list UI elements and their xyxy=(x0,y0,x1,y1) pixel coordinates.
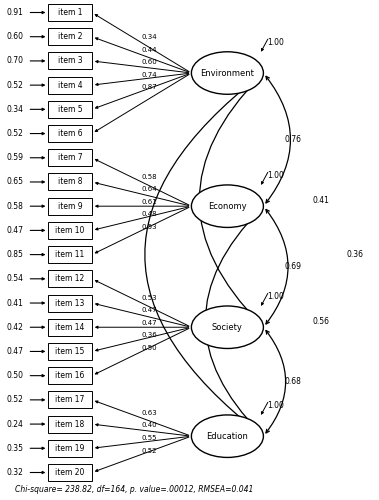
Text: 0.64: 0.64 xyxy=(142,186,157,192)
FancyBboxPatch shape xyxy=(48,198,92,214)
Text: 1.00: 1.00 xyxy=(267,292,284,301)
Text: 0.47: 0.47 xyxy=(7,347,23,356)
Text: item 10: item 10 xyxy=(55,226,85,235)
Text: 0.68: 0.68 xyxy=(284,377,301,386)
Text: 0.52: 0.52 xyxy=(7,80,23,90)
Text: 0.47: 0.47 xyxy=(142,320,157,326)
Text: item 16: item 16 xyxy=(55,371,85,380)
Text: 0.60: 0.60 xyxy=(142,59,157,65)
Text: item 6: item 6 xyxy=(58,129,82,138)
FancyBboxPatch shape xyxy=(48,294,92,312)
Text: item 8: item 8 xyxy=(58,178,82,186)
FancyBboxPatch shape xyxy=(48,150,92,166)
Text: 1.00: 1.00 xyxy=(267,38,284,47)
Text: 0.40: 0.40 xyxy=(142,422,157,428)
Text: item 7: item 7 xyxy=(58,154,82,162)
Text: 0.56: 0.56 xyxy=(313,316,330,326)
Text: 0.48: 0.48 xyxy=(142,212,157,218)
FancyBboxPatch shape xyxy=(48,125,92,142)
Text: item 9: item 9 xyxy=(58,202,82,210)
FancyBboxPatch shape xyxy=(48,343,92,360)
Text: Education: Education xyxy=(207,432,248,440)
FancyBboxPatch shape xyxy=(48,52,92,70)
FancyBboxPatch shape xyxy=(48,76,92,94)
FancyBboxPatch shape xyxy=(48,4,92,21)
FancyBboxPatch shape xyxy=(48,440,92,457)
Ellipse shape xyxy=(191,52,263,94)
Text: 0.52: 0.52 xyxy=(7,129,23,138)
Text: 0.59: 0.59 xyxy=(7,154,23,162)
Text: item 12: item 12 xyxy=(55,274,85,283)
Text: 0.74: 0.74 xyxy=(142,72,157,78)
Text: 0.47: 0.47 xyxy=(142,307,157,313)
Text: 0.47: 0.47 xyxy=(7,226,23,235)
Text: item 4: item 4 xyxy=(58,80,82,90)
Text: 0.65: 0.65 xyxy=(7,178,23,186)
Text: 1.00: 1.00 xyxy=(267,401,284,410)
Text: 0.61: 0.61 xyxy=(142,198,157,204)
Text: 0.44: 0.44 xyxy=(142,46,157,52)
Text: 0.42: 0.42 xyxy=(7,322,23,332)
FancyBboxPatch shape xyxy=(48,28,92,45)
Text: 0.41: 0.41 xyxy=(7,298,23,308)
FancyBboxPatch shape xyxy=(48,464,92,481)
Text: 0.76: 0.76 xyxy=(284,135,301,144)
FancyBboxPatch shape xyxy=(48,270,92,287)
Text: 0.91: 0.91 xyxy=(7,8,23,17)
Text: item 14: item 14 xyxy=(55,322,85,332)
Text: 0.52: 0.52 xyxy=(142,448,157,454)
Text: 0.58: 0.58 xyxy=(7,202,23,210)
Text: 0.32: 0.32 xyxy=(7,468,23,477)
Text: 0.35: 0.35 xyxy=(7,444,23,453)
Text: 0.58: 0.58 xyxy=(142,174,157,180)
FancyBboxPatch shape xyxy=(48,174,92,190)
FancyBboxPatch shape xyxy=(48,101,92,118)
Text: 0.55: 0.55 xyxy=(142,435,157,441)
Text: Chi-square= 238.82, df=164, p. value=.00012, RMSEA=0.041: Chi-square= 238.82, df=164, p. value=.00… xyxy=(15,485,254,494)
Text: Economy: Economy xyxy=(208,202,247,210)
Text: item 5: item 5 xyxy=(58,105,82,114)
Text: 0.50: 0.50 xyxy=(142,345,157,351)
Text: 0.85: 0.85 xyxy=(7,250,23,259)
FancyBboxPatch shape xyxy=(48,246,92,263)
FancyBboxPatch shape xyxy=(48,392,92,408)
Text: 0.52: 0.52 xyxy=(7,396,23,404)
Text: 0.36: 0.36 xyxy=(347,250,364,259)
Text: 0.53: 0.53 xyxy=(142,224,157,230)
FancyBboxPatch shape xyxy=(48,367,92,384)
Text: item 19: item 19 xyxy=(55,444,85,453)
Text: item 3: item 3 xyxy=(58,56,82,66)
FancyBboxPatch shape xyxy=(48,318,92,336)
FancyBboxPatch shape xyxy=(48,416,92,432)
Text: 0.50: 0.50 xyxy=(7,371,23,380)
Ellipse shape xyxy=(191,306,263,348)
Text: item 15: item 15 xyxy=(55,347,85,356)
Text: 0.70: 0.70 xyxy=(7,56,23,66)
Text: 0.36: 0.36 xyxy=(142,332,157,338)
Text: Society: Society xyxy=(212,322,243,332)
Text: item 18: item 18 xyxy=(55,420,85,428)
Text: item 2: item 2 xyxy=(58,32,82,41)
Text: item 11: item 11 xyxy=(55,250,85,259)
Ellipse shape xyxy=(191,185,263,228)
Text: Environment: Environment xyxy=(200,68,254,78)
Text: 0.69: 0.69 xyxy=(284,262,301,271)
Text: 0.54: 0.54 xyxy=(7,274,23,283)
Text: 0.63: 0.63 xyxy=(142,410,157,416)
Text: 1.00: 1.00 xyxy=(267,171,284,180)
Text: item 13: item 13 xyxy=(55,298,85,308)
Text: item 1: item 1 xyxy=(58,8,82,17)
Text: 0.34: 0.34 xyxy=(142,34,157,40)
Text: 0.60: 0.60 xyxy=(7,32,23,41)
Text: 0.34: 0.34 xyxy=(7,105,23,114)
Text: 0.53: 0.53 xyxy=(142,294,157,300)
Text: item 20: item 20 xyxy=(55,468,85,477)
FancyBboxPatch shape xyxy=(48,222,92,239)
Text: item 17: item 17 xyxy=(55,396,85,404)
Text: 0.41: 0.41 xyxy=(313,196,330,204)
Text: 0.24: 0.24 xyxy=(7,420,23,428)
Text: 0.87: 0.87 xyxy=(142,84,157,90)
Ellipse shape xyxy=(191,415,263,458)
